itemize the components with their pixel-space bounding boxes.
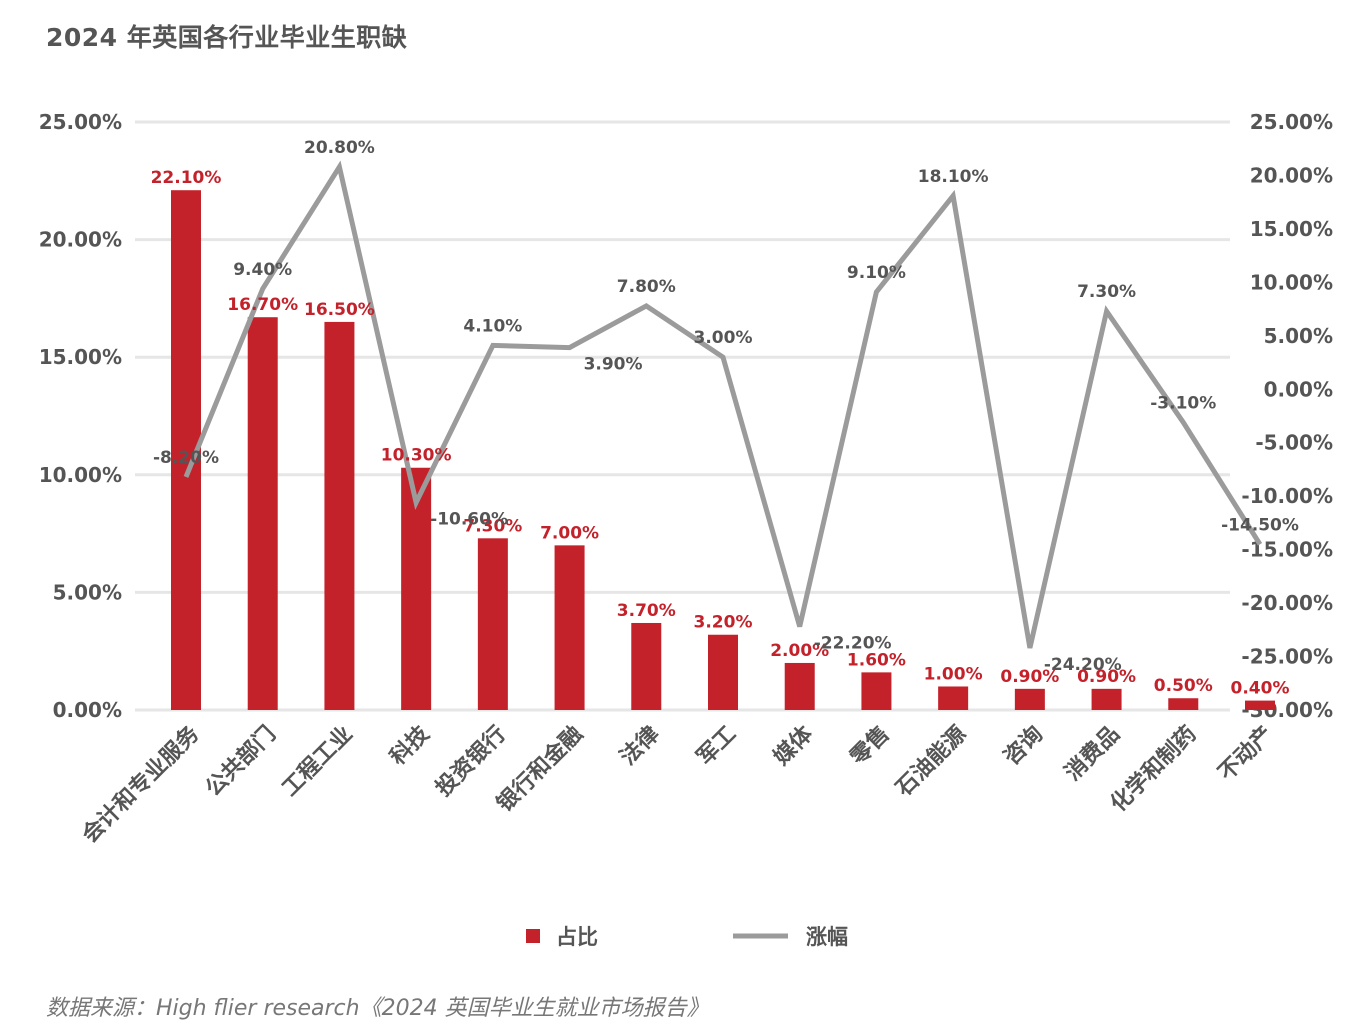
y-right-tick-label: -5.00% [1255,431,1333,455]
x-category-label: 石油能源 [890,721,971,802]
line-series [183,160,1263,649]
line-value-label: -3.10% [1150,393,1216,413]
bar-value-label: 3.70% [617,601,676,621]
bar-value-label: 3.20% [694,613,753,633]
line-value-label: 7.30% [1077,282,1136,302]
x-category-label: 军工 [692,722,741,771]
legend-bar-label: 占比 [556,925,598,949]
bar [938,686,969,710]
bar [861,672,892,710]
bar-value-label: 1.00% [924,664,983,684]
y-left-tick-label: 0.00% [53,698,122,722]
bar-value-label: 0.40% [1231,679,1290,699]
line-value-label: -22.20% [814,634,892,654]
y-left-tick-label: 25.00% [39,110,122,134]
bar [247,317,278,710]
line-value-label: 4.10% [463,316,522,336]
x-category-label: 不动产 [1214,722,1278,786]
bar-value-label: 0.90% [1000,667,1059,687]
x-category-label: 消费品 [1060,722,1124,786]
y-right-tick-label: 20.00% [1250,163,1333,187]
bar-value-label: 1.60% [847,650,906,670]
y-right-tick-label: 25.00% [1250,110,1333,134]
x-category-label: 会计和专业服务 [77,720,205,848]
bar [631,622,662,710]
bar-value-label: 7.00% [540,523,599,543]
bar [1245,700,1275,710]
line-value-label: 3.90% [584,355,643,375]
bar [324,321,355,710]
line-value-label: 18.10% [918,167,989,187]
line-value-label: 7.80% [617,277,676,297]
y-left-tick-label: 20.00% [39,228,122,252]
x-category-label: 零售 [844,721,894,771]
x-category-label: 法律 [615,721,665,771]
line-value-label: -10.60% [430,510,508,530]
line-value-label: -14.50% [1221,515,1299,535]
bar-value-label: 16.50% [304,300,375,320]
y-right-tick-label: 15.00% [1250,217,1333,241]
grid-lines [135,120,1230,712]
line-value-label: 20.80% [304,138,375,158]
x-category-label: 科技 [386,721,435,770]
y-left-tick-label: 10.00% [39,463,122,487]
y-right-tick-label: 0.00% [1264,377,1333,401]
bar-value-label: 0.50% [1154,676,1213,696]
y-axis-right: -30.00%-25.00%-20.00%-15.00%-10.00%-5.00… [1241,110,1333,722]
y-right-tick-label: 5.00% [1264,324,1333,348]
bar [1168,698,1199,710]
line-value-label: 9.10% [847,263,906,283]
line-value-label: -8.20% [153,448,219,468]
y-right-tick-label: -20.00% [1241,591,1333,615]
y-left-tick-label: 15.00% [39,345,122,369]
bar-value-label: 2.00% [770,641,829,661]
bar [784,662,815,710]
bar [1014,688,1045,710]
x-category-label: 工程工业 [278,722,358,802]
bar-value-label: 10.30% [381,446,452,466]
y-right-tick-label: -25.00% [1241,645,1333,669]
chart-title: 2024 年英国各行业毕业生职缺 [46,23,408,52]
y-right-tick-label: 10.00% [1250,270,1333,294]
y-right-tick-label: -10.00% [1241,484,1333,508]
x-category-label: 媒体 [768,720,818,770]
y-axis-left: 0.00% 5.00% 10.00% 15.00% 20.00% 25.00% [39,110,122,722]
source-note: 数据来源：High flier research《2024 英国毕业生就业市场报… [46,996,709,1021]
line-value-label: -24.20% [1044,655,1122,675]
bar-value-label: 7.30% [463,516,522,536]
legend-line-label: 涨幅 [806,925,848,949]
bar [1091,688,1122,710]
line-value-label: 9.40% [233,260,292,280]
bar [477,538,508,710]
line-data-labels: -8.20% 9.40% 20.80% -10.60% 4.10% 3.90% 7.80% 3… [153,138,1299,675]
bar [554,545,585,710]
bar-value-label: 16.70% [227,295,298,315]
x-category-label: 投资银行 [430,721,511,802]
y-left-tick-label: 5.00% [53,580,122,604]
legend: 占比 涨幅 [526,925,848,949]
x-category-label: 公共部门 [200,721,281,802]
bar [708,634,738,710]
x-category-label: 咨询 [999,721,1049,771]
bar-value-label: 0.90% [1077,667,1136,687]
line-value-label: 3.00% [694,328,753,348]
bar-value-label: 22.10% [151,168,222,188]
legend-bar-swatch [526,929,540,943]
bar-data-labels: 22.10% 16.70% 16.50% 10.30% 7.30% 7.00% 3.70% 3… [151,168,1290,698]
